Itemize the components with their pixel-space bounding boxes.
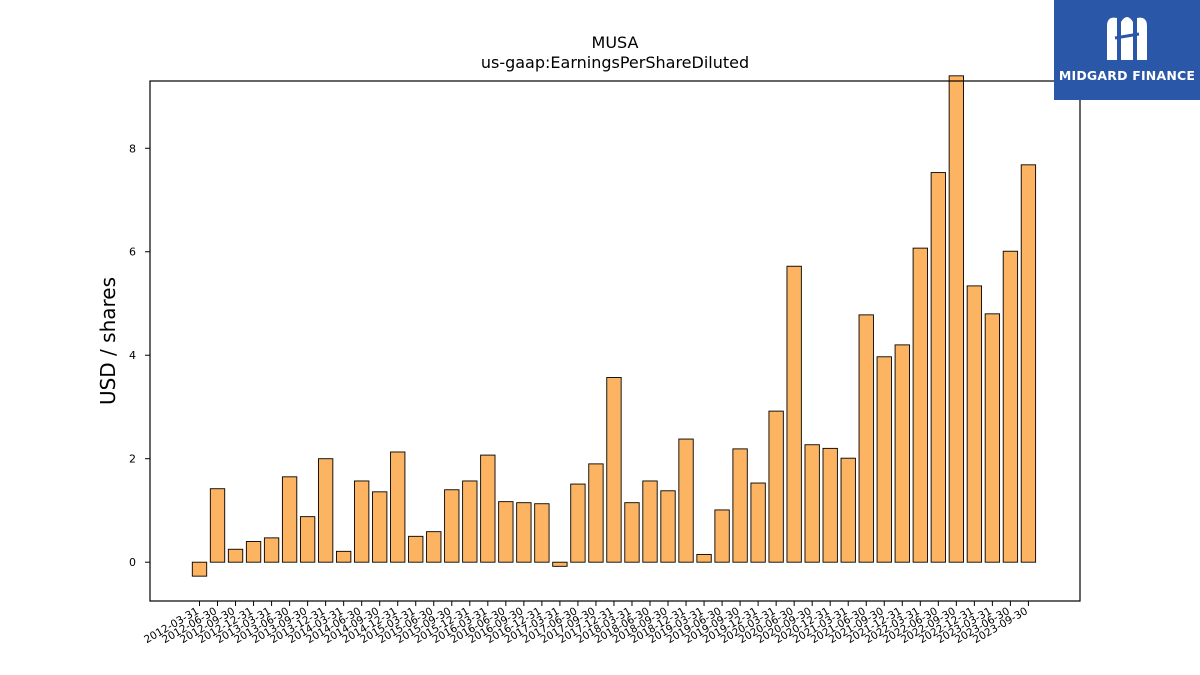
- bar-2015-09-30: [444, 489, 460, 563]
- bar-2014-09-30: [372, 491, 388, 563]
- bar-2014-03-31: [336, 550, 352, 563]
- bar-2012-06-30: [209, 488, 226, 563]
- bar-2014-06-30: [354, 480, 370, 563]
- bar-2013-03-31: [263, 537, 280, 563]
- bar-2014-12-31: [390, 451, 406, 563]
- bar-2018-12-31: [678, 438, 694, 563]
- bar-2023-09-30: [1020, 164, 1037, 563]
- bar-2016-06-30: [498, 501, 514, 563]
- bar-2013-09-30: [299, 516, 316, 563]
- bar-2013-12-31: [317, 458, 334, 563]
- bar-2013-06-30: [281, 476, 298, 563]
- bars-group: [191, 75, 1037, 577]
- bar-2016-03-31: [480, 454, 496, 563]
- bar-2016-09-30: [516, 502, 532, 563]
- bar-2020-03-31: [768, 410, 784, 563]
- bar-2020-12-31: [822, 447, 838, 563]
- bar-2017-12-31: [606, 377, 622, 563]
- y-tick-label: 6: [129, 246, 136, 259]
- y-axis-label: USD / shares: [96, 277, 120, 405]
- bar-2023-03-31: [984, 313, 1001, 563]
- bar-2017-09-30: [588, 463, 604, 563]
- chart-title: MUSA: [592, 33, 639, 52]
- bar-2019-06-30: [714, 509, 730, 563]
- y-tick-label: 8: [129, 142, 136, 155]
- midgard-m-logo-icon: [1107, 17, 1147, 60]
- plot-frame: [149, 80, 1081, 602]
- bar-2021-09-30: [876, 356, 892, 563]
- bar-2018-06-30: [642, 480, 658, 563]
- y-tick-label: 0: [129, 556, 136, 569]
- bar-2018-03-31: [624, 502, 640, 563]
- midgard-finance-logo: MIDGARD FINANCE: [1054, 0, 1200, 100]
- y-tick-label: 4: [129, 349, 136, 362]
- bar-2019-09-30: [732, 448, 748, 563]
- chart-subtitle: us-gaap:EarningsPerShareDiluted: [481, 53, 749, 72]
- bar-2012-12-31: [245, 541, 262, 563]
- bar-2016-12-31: [534, 503, 550, 563]
- bar-2015-12-31: [462, 480, 478, 563]
- x-ticks-group: 2012-03-312012-06-302012-09-302012-12-31…: [142, 601, 1030, 646]
- bar-2022-09-30: [948, 75, 964, 563]
- bar-2019-12-31: [750, 482, 766, 563]
- bar-2015-06-30: [426, 531, 442, 563]
- bar-2022-03-31: [912, 247, 928, 563]
- bar-2017-03-31: [552, 561, 568, 567]
- bar-2015-03-31: [408, 535, 424, 563]
- bar-2021-03-31: [840, 457, 856, 563]
- bar-2021-12-31: [894, 344, 910, 563]
- bar-2012-03-31: [191, 561, 208, 577]
- bar-2020-09-30: [804, 444, 820, 563]
- y-ticks-group: 0 2 4 6 8: [129, 142, 150, 569]
- bar-2020-06-30: [786, 265, 802, 563]
- bar-2012-09-30: [227, 548, 244, 563]
- bar-2023-06-30: [1002, 250, 1019, 563]
- bar-2021-06-30: [858, 314, 874, 563]
- bar-2018-09-30: [660, 490, 676, 563]
- bar-2022-12-31: [966, 285, 983, 563]
- bar-2019-03-31: [696, 553, 712, 563]
- bar-2017-06-30: [570, 483, 586, 563]
- y-tick-label: 2: [129, 453, 136, 466]
- bar-2022-06-30: [930, 172, 946, 563]
- brand-name: MIDGARD FINANCE: [1058, 68, 1196, 83]
